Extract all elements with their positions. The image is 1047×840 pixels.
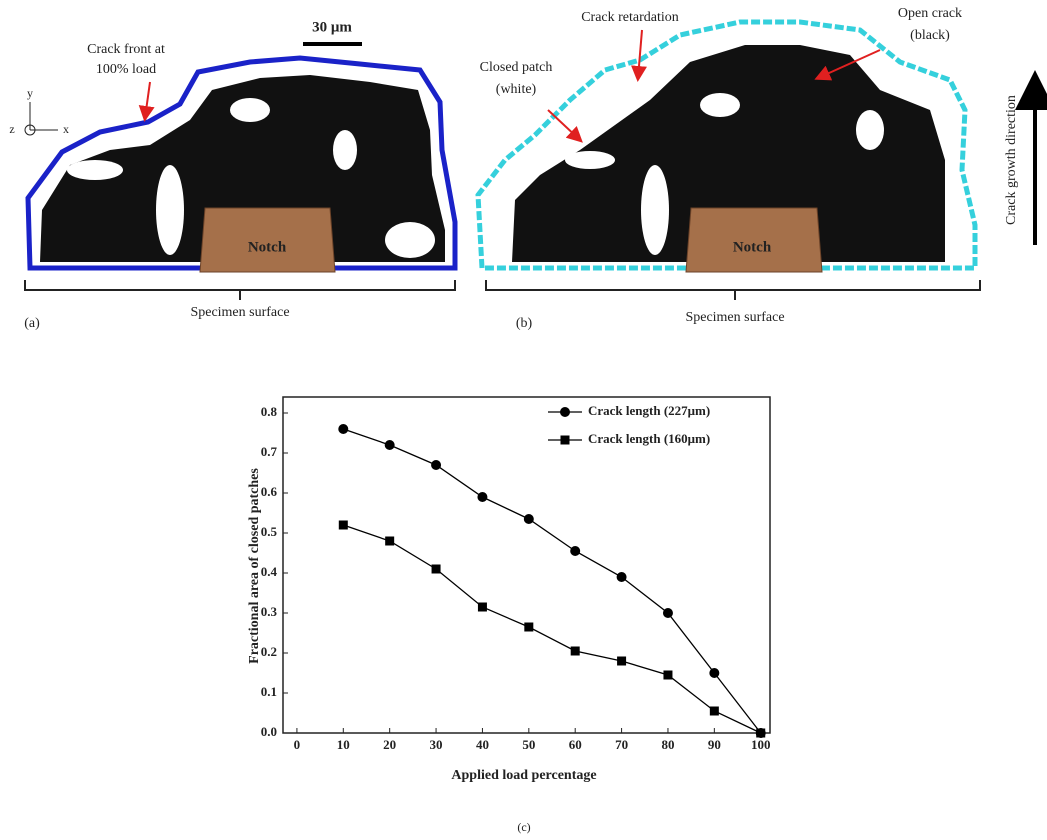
series-line (343, 428, 762, 734)
chart: Applied load percentage Fractional area … (247, 396, 771, 834)
notch-label: Notch (733, 239, 772, 255)
point (662, 608, 673, 618)
panel-b: Notch Crack retardation Open crack (blac… (475, 6, 981, 331)
point (616, 572, 627, 582)
point (524, 622, 534, 632)
axis-letter: x (63, 122, 69, 136)
surface-label: Specimen surface (685, 310, 784, 325)
open-crack (512, 45, 945, 262)
y-tick-label: 0.7 (261, 444, 278, 459)
y-axis-label: Fractional area of closed patches (247, 468, 262, 664)
point (756, 728, 766, 738)
x-tick-label: 70 (615, 737, 628, 752)
closed-patch (156, 165, 184, 255)
point (663, 670, 673, 680)
x-tick-label: 20 (383, 737, 396, 752)
point (477, 492, 488, 502)
point (338, 424, 349, 434)
point (338, 520, 348, 530)
point (431, 460, 442, 470)
closed-patch (67, 160, 123, 180)
annotation: Closed patch (480, 60, 553, 75)
axis-letter: y (27, 86, 33, 100)
legend-label: Crack length (227μm) (588, 403, 710, 418)
x-tick-label: 80 (661, 737, 674, 752)
caption: (c) (517, 820, 530, 834)
annotation: Crack retardation (581, 10, 679, 25)
bracket (485, 280, 981, 300)
point (617, 656, 627, 666)
notch-label: Notch (248, 239, 287, 255)
axis-letter: z (9, 122, 14, 136)
plot-frame (282, 396, 771, 734)
y-tick-label: 0.3 (261, 604, 278, 619)
y-tick-label: 0.4 (261, 564, 278, 579)
x-tick-label: 30 (430, 737, 443, 752)
point (570, 546, 581, 556)
scale-label: 30 μm (312, 19, 352, 35)
point (709, 668, 720, 678)
closed-patch (641, 165, 669, 255)
annotation: Open crack (898, 6, 962, 21)
closed-patch (230, 98, 270, 122)
notch (199, 207, 336, 273)
y-tick-label: 0.1 (261, 684, 277, 699)
point (709, 706, 719, 716)
closed-patch (565, 151, 615, 169)
closed-patch (856, 110, 884, 150)
y-tick-label: 0.8 (261, 404, 278, 419)
annotation: 100% load (96, 62, 156, 77)
x-tick-label: 0 (294, 737, 301, 752)
y-tick-label: 0.0 (261, 724, 277, 739)
y-tick-label: 0.5 (261, 524, 278, 539)
closed-patch (700, 93, 740, 117)
annotation: (black) (910, 28, 950, 43)
arrow (814, 49, 881, 81)
annotation: (white) (496, 82, 537, 97)
y-tick-label: 0.6 (261, 484, 278, 499)
legend-marker (560, 435, 570, 445)
point (523, 514, 534, 524)
arrow (631, 29, 647, 82)
point (477, 602, 487, 612)
x-tick-label: 40 (476, 737, 489, 752)
point (570, 646, 580, 656)
x-tick-label: 60 (569, 737, 582, 752)
point (431, 564, 441, 574)
x-tick-label: 10 (337, 737, 350, 752)
arrow (547, 109, 583, 143)
panel-label: (b) (516, 316, 533, 331)
arrow (138, 81, 155, 122)
closed-patch (385, 222, 435, 258)
closed-patch (333, 130, 357, 170)
notch (685, 207, 823, 273)
series-line (343, 524, 762, 734)
x-tick-label: 100 (751, 737, 771, 752)
x-axis-label: Applied load percentage (451, 768, 596, 783)
annotation: Crack front at (87, 42, 165, 57)
point (385, 536, 395, 546)
direction-label: Crack growth direction (1004, 95, 1019, 225)
legend-label: Crack length (160μm) (588, 431, 710, 446)
x-tick-label: 50 (522, 737, 535, 752)
open-crack (40, 75, 445, 262)
panel-label: (a) (24, 316, 40, 331)
point (384, 440, 395, 450)
legend-marker (560, 407, 570, 417)
x-tick-label: 90 (708, 737, 721, 752)
panel-a: 30 μm Crack front at 100% load y z x Not… (9, 19, 458, 331)
y-tick-label: 0.2 (261, 644, 277, 659)
bracket (24, 280, 456, 300)
surface-label: Specimen surface (190, 305, 289, 320)
